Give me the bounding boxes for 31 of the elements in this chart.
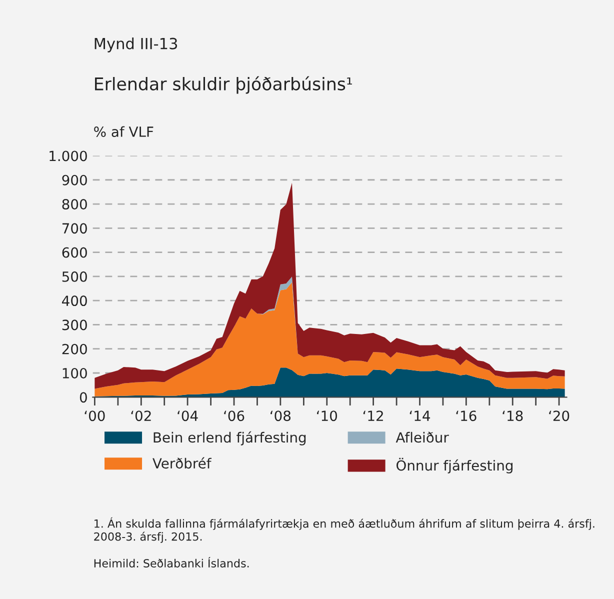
legend-label: Verðbréf bbox=[152, 457, 212, 469]
x-tick-label: ‘06 bbox=[224, 410, 244, 422]
x-tick-label: ‘12 bbox=[363, 410, 383, 421]
legend-label: Bein erlend fjárfesting bbox=[154, 431, 306, 446]
x-tick-label: ‘00 bbox=[84, 410, 105, 422]
x-tick-label: ‘04 bbox=[178, 410, 198, 422]
x-tick-label: ‘14 bbox=[410, 410, 430, 421]
y-tick-label: 400 bbox=[62, 296, 87, 306]
x-tick-label: ‘08 bbox=[270, 410, 291, 422]
x-tick-label: ‘18 bbox=[502, 410, 523, 422]
x-tick-label: ‘16 bbox=[456, 410, 476, 422]
y-tick-label: 600 bbox=[62, 247, 87, 258]
text: 1. Án skulda fallinna fjármálafyrirtækja en með áætluðum áhrifum af slitum þeirra 4. ársfj. 2008-3. ársfj. 2015. bbox=[94, 517, 594, 543]
y-tick-label: 900 bbox=[62, 174, 87, 186]
x-tick-label: ‘20 bbox=[549, 410, 570, 422]
y-tick-label: 700 bbox=[62, 223, 87, 234]
y-tick-label: 200 bbox=[62, 344, 87, 354]
y-tick-label: 500 bbox=[62, 271, 87, 282]
chart-subtitle: Erlendar skuldir þjóðarbúsins¹ bbox=[95, 76, 352, 94]
y-tick-label: 1.000 bbox=[50, 150, 87, 162]
y-tick-label: 300 bbox=[62, 320, 87, 330]
legend-label: Afleiður bbox=[396, 432, 449, 443]
text: Heimild: Seðlabanki Íslands. bbox=[94, 557, 249, 568]
y-axis-title: % af VLF bbox=[94, 126, 154, 138]
chart-title: Mynd III-13 bbox=[94, 38, 178, 52]
y-tick-label: 800 bbox=[62, 198, 87, 210]
x-tick-label: ‘02 bbox=[131, 410, 151, 422]
x-tick-label: ‘10 bbox=[317, 410, 338, 422]
y-tick-label: 100 bbox=[62, 368, 87, 378]
y-tick-label: 0 bbox=[80, 392, 87, 403]
legend-label: Önnur fjárfesting bbox=[396, 458, 512, 474]
